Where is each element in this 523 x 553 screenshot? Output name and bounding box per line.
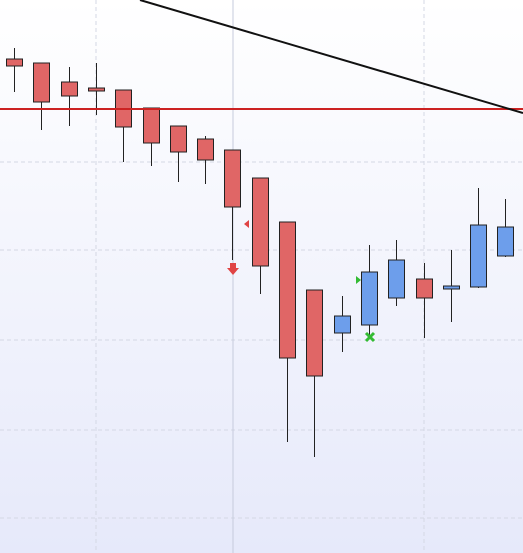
candle-body xyxy=(197,138,214,161)
candle-body xyxy=(361,271,378,326)
candle-body xyxy=(170,125,187,153)
candle-body xyxy=(470,224,487,288)
candle-body xyxy=(224,149,241,208)
trend-line xyxy=(139,0,523,114)
candle-body xyxy=(6,58,23,67)
candle-body xyxy=(388,259,405,299)
candle-body xyxy=(279,221,296,359)
candle-body xyxy=(497,226,514,257)
candle-body xyxy=(306,289,323,377)
candle-body xyxy=(416,278,433,299)
marker xyxy=(244,220,249,228)
candle-body xyxy=(143,107,160,144)
candles xyxy=(6,48,514,457)
candle-body xyxy=(33,62,50,103)
marker xyxy=(356,276,361,284)
exit-marker xyxy=(364,331,376,343)
candle-body xyxy=(61,81,78,97)
candle-body xyxy=(88,87,105,92)
candle-body xyxy=(443,285,460,290)
sell-arrow xyxy=(227,263,239,275)
candle-body xyxy=(252,177,269,267)
candle-body xyxy=(334,315,351,334)
